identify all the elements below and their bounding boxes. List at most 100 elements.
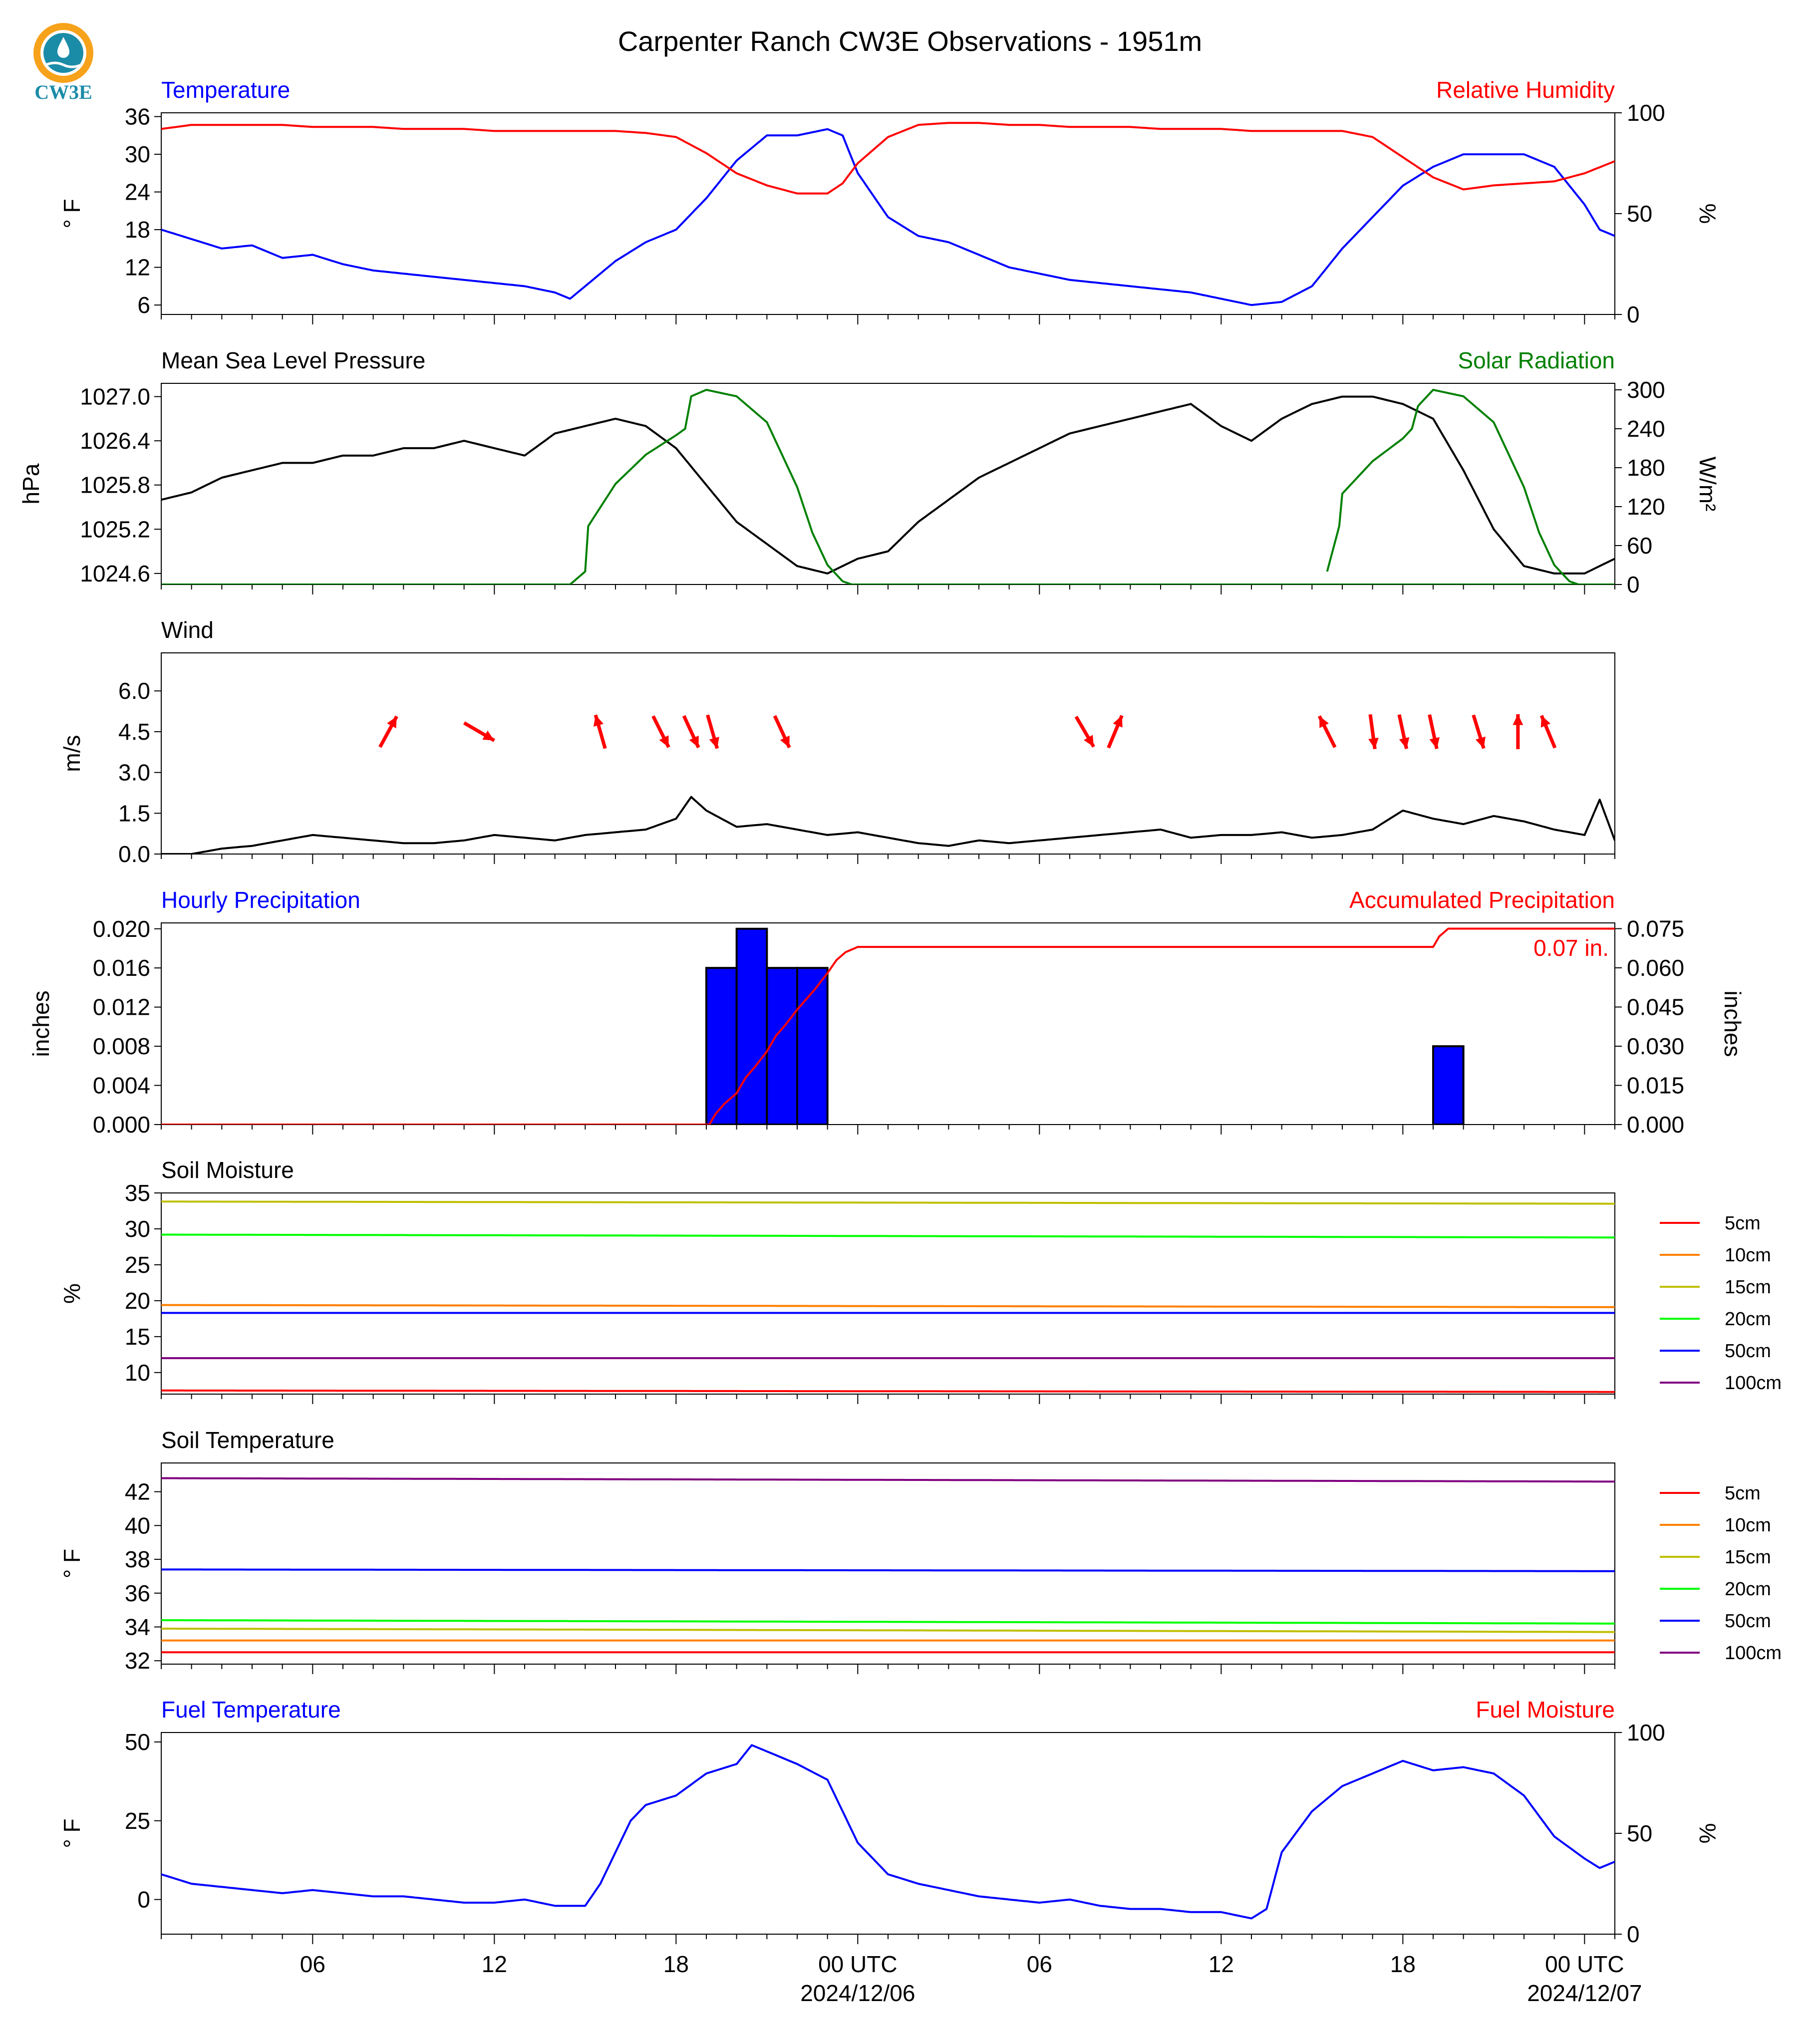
- plot-area: [161, 1200, 1615, 1393]
- y-tick-label-right: 0.060: [1627, 955, 1684, 981]
- y-tick-label: 0.012: [93, 994, 150, 1020]
- x-tick-label: 12: [1209, 1951, 1234, 1977]
- panel-title-left: Temperature: [161, 77, 290, 103]
- plot-area: [161, 927, 1615, 1125]
- wind-arrow-head: [1368, 737, 1379, 749]
- y-tick-label-right: 50: [1627, 201, 1652, 227]
- x-tick-label: 00 UTC: [818, 1951, 897, 1977]
- y-tick-label: 0: [137, 1887, 150, 1913]
- y-tick-label: 24: [125, 179, 150, 205]
- panel-title-left: Soil Moisture: [161, 1157, 294, 1183]
- soil-legend: 5cm 10cm 15cm 20cm 50cm 100cm: [1660, 1483, 1782, 1664]
- y-tick-label: 4.5: [118, 719, 150, 745]
- series-line-20cm: [161, 1619, 1615, 1625]
- wind-arrow-head: [1399, 737, 1410, 749]
- panel-3: Wind 0.0 1.5 3.0 4.5 6.0 m/s: [59, 617, 1615, 867]
- y-tick-label: 40: [125, 1512, 150, 1538]
- y-tick-label: 30: [125, 141, 150, 167]
- y-tick-label: 12: [125, 255, 150, 281]
- y-tick-label-right: 100: [1627, 100, 1665, 126]
- panel-2: Mean Sea Level Pressure Solar Radiation 10…: [18, 347, 1721, 597]
- precip-bar: [1432, 1045, 1465, 1125]
- y-axis-label: %: [59, 1283, 85, 1304]
- y-tick-label: 0.020: [93, 916, 150, 942]
- wind-arrow-head: [1513, 714, 1523, 725]
- series-line-10cm: [161, 1304, 1615, 1308]
- y-tick-label: 20: [125, 1288, 150, 1314]
- panel-title-right: Relative Humidity: [1436, 77, 1615, 103]
- precip-bar: [796, 967, 829, 1125]
- y-tick-label: 35: [125, 1180, 150, 1206]
- legend-label: 20cm: [1725, 1309, 1771, 1330]
- wind-arrow-head: [1084, 735, 1094, 747]
- series-line-15cm: [161, 1200, 1615, 1205]
- x-tick-label: 06: [300, 1951, 325, 1977]
- y-tick-label-right: 240: [1627, 416, 1665, 442]
- series-line-50cm: [161, 1568, 1615, 1572]
- plot-area: [161, 1477, 1615, 1654]
- y-tick-label: 32: [125, 1648, 150, 1674]
- series-line-100cm: [161, 1477, 1615, 1483]
- y-tick-label: 6.0: [118, 678, 150, 704]
- y-tick-label-right: 0.000: [1627, 1112, 1684, 1138]
- y-tick-label: 6: [137, 292, 150, 318]
- wind-arrow-head: [709, 736, 719, 749]
- y-axis-label-right: %: [1695, 1823, 1721, 1844]
- y-tick-label: 1025.2: [80, 516, 150, 542]
- panel-6: Soil Temperature 32 34 36 38 40 42 ° F 5cm 10cm 15…: [59, 1427, 1782, 1674]
- y-tick-label-right: 0: [1627, 572, 1640, 597]
- y-tick-label: 0.000: [93, 1112, 150, 1138]
- precip-bar: [766, 967, 799, 1125]
- plot-area: [161, 714, 1615, 854]
- x-axis-labels: 06 12 18 00 UTC 2024/12/06 06 12 18 00 UTC 2024/1…: [300, 1951, 1642, 2006]
- series-line-right: [1326, 389, 1615, 584]
- wind-arrow-head: [659, 735, 669, 748]
- series-line-right: [161, 927, 1615, 1125]
- y-axis-label: inches: [28, 991, 54, 1057]
- series-line-right: [161, 122, 1615, 195]
- y-tick-label: 0.016: [93, 955, 150, 981]
- precip-bar: [705, 967, 738, 1125]
- wind-arrow-head: [1540, 715, 1551, 728]
- panel-title-left: Hourly Precipitation: [161, 887, 360, 913]
- y-tick-label: 0.004: [93, 1073, 150, 1099]
- y-tick-label-right: 0: [1627, 1921, 1640, 1947]
- y-axis-label-right: W/m²: [1695, 457, 1721, 512]
- x-tick-label: 18: [1390, 1951, 1416, 1977]
- y-axis-label: hPa: [18, 463, 44, 504]
- plot-frame: [161, 1462, 1615, 1665]
- plot-area: [161, 122, 1615, 306]
- x-date-label: 2024/12/07: [1527, 1980, 1642, 2006]
- legend-label: 50cm: [1725, 1611, 1771, 1632]
- panel-title-right: Solar Radiation: [1458, 347, 1615, 373]
- y-axis-label: ° F: [59, 199, 85, 228]
- y-tick-label-right: 0.075: [1627, 916, 1684, 942]
- panels: Temperature Relative Humidity 6 12 18 24 30 36 °…: [18, 77, 1782, 1947]
- x-tick-label: 06: [1027, 1951, 1052, 1977]
- y-tick-label: 0.008: [93, 1033, 150, 1059]
- plot-frame: [161, 1192, 1615, 1395]
- y-axis-label: ° F: [59, 1818, 85, 1848]
- wind-arrow-head: [1319, 716, 1329, 728]
- legend-label: 10cm: [1725, 1515, 1771, 1536]
- y-axis-label-right: %: [1695, 204, 1721, 224]
- y-tick-label: 34: [125, 1614, 150, 1640]
- series-line-left: [161, 128, 1615, 306]
- y-tick-label-right: 120: [1627, 494, 1665, 520]
- panel-5: Soil Moisture 10 15 20 25 30 35% 5cm 10cm 15cm 20c…: [59, 1157, 1782, 1404]
- panel-title-left: Soil Temperature: [161, 1427, 334, 1453]
- panel-7: Fuel Temperature Fuel Moisture 0 25 50 ° F 0 50…: [59, 1697, 1721, 1947]
- panel-1: Temperature Relative Humidity 6 12 18 24 30 36 °…: [59, 77, 1721, 327]
- y-tick-label: 36: [125, 104, 150, 130]
- legend-label: 10cm: [1725, 1245, 1771, 1266]
- y-tick-label: 18: [125, 217, 150, 243]
- legend-label: 50cm: [1725, 1341, 1771, 1362]
- y-tick-label-right: 300: [1627, 377, 1665, 403]
- plot-frame: [161, 112, 1615, 315]
- x-tick-label: 18: [663, 1951, 689, 1977]
- wind-arrow-head: [689, 735, 699, 748]
- y-tick-label-right: 0.045: [1627, 994, 1684, 1020]
- y-tick-label: 3.0: [118, 760, 150, 786]
- legend-label: 5cm: [1725, 1483, 1761, 1504]
- panel-title-left: Wind: [161, 617, 214, 643]
